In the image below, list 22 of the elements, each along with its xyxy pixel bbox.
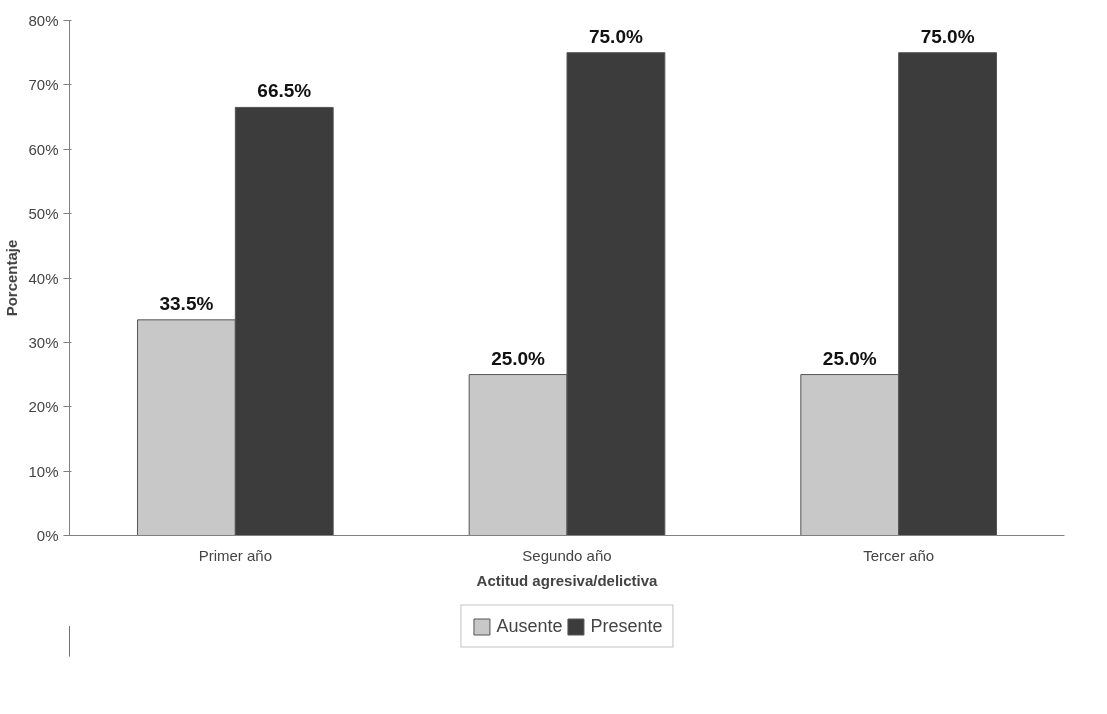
data-label: 66.5% (257, 80, 312, 102)
y-tick-label: 30% (28, 333, 59, 351)
y-tick-label: 40% (28, 269, 59, 287)
data-label: 33.5% (159, 292, 214, 314)
y-tick-label: 0% (36, 527, 59, 544)
data-label: 25.0% (491, 347, 546, 369)
x-tick-label: Primer año (198, 546, 273, 564)
data-label: 75.0% (920, 25, 975, 47)
data-label: 75.0% (588, 25, 643, 47)
x-tick-label: Tercer año (863, 546, 935, 564)
legend-label: Presente (590, 615, 663, 637)
y-tick-label: 20% (28, 398, 59, 416)
x-tick-label: Segundo año (522, 546, 612, 564)
legend-label: Ausente (496, 615, 563, 637)
y-tick-label: 70% (28, 76, 59, 94)
y-tick-label: 60% (28, 140, 59, 158)
y-axis-title: Porcentaje (3, 239, 21, 317)
y-tick-label: 80% (28, 12, 59, 29)
data-label: 25.0% (822, 347, 877, 369)
x-axis-title: Actitud agresiva/delictiva (476, 571, 659, 589)
y-tick-label: 50% (28, 205, 59, 223)
y-tick-label: 10% (28, 462, 59, 480)
